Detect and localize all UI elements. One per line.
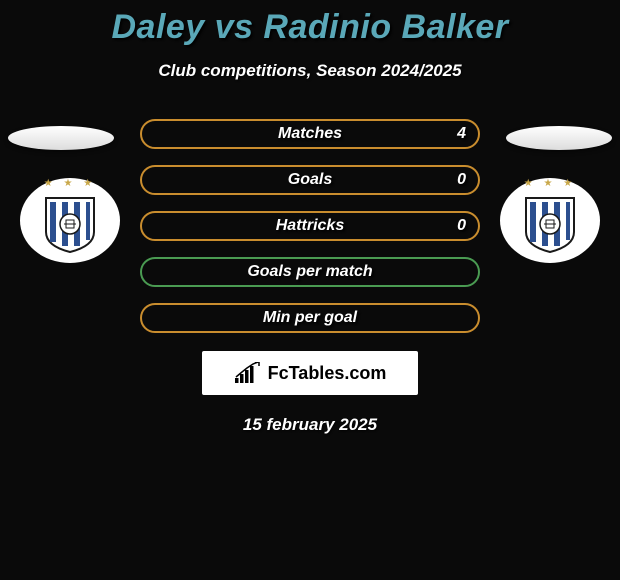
stat-value-right: 0 [457,171,466,189]
stats-list: Matches 4 Goals 0 Hattricks 0 Goals per match M… [140,119,480,333]
stat-row: Hattricks 0 [140,211,480,241]
club-crest-left: ★ ★ ★ [35,186,105,256]
date-label: 15 february 2025 [0,415,620,435]
stat-label: Goals per match [247,263,372,281]
stat-row: Min per goal [140,303,480,333]
stat-row: Matches 4 [140,119,480,149]
stat-row: Goals 0 [140,165,480,195]
stat-value-right: 0 [457,217,466,235]
player-right-ellipse [506,126,612,150]
crest-stars: ★ ★ ★ [35,178,105,189]
crest-shield-icon [42,194,98,254]
club-badge-left: ★ ★ ★ [20,178,120,263]
club-badge-right: ★ ★ ★ [500,178,600,263]
brand-logo-text: FcTables.com [268,363,387,384]
club-crest-right: ★ ★ ★ [515,186,585,256]
subtitle: Club competitions, Season 2024/2025 [0,61,620,81]
stat-label: Goals [288,171,332,189]
stat-label: Matches [278,125,342,143]
crest-stars: ★ ★ ★ [515,178,585,189]
fctables-icon [234,362,262,384]
stat-label: Hattricks [276,217,344,235]
crest-shield-icon [522,194,578,254]
stat-row: Goals per match [140,257,480,287]
page-title: Daley vs Radinio Balker [0,0,620,47]
stat-label: Min per goal [263,309,357,327]
stat-value-right: 4 [457,125,466,143]
player-left-ellipse [8,126,114,150]
brand-logo: FcTables.com [202,351,418,395]
